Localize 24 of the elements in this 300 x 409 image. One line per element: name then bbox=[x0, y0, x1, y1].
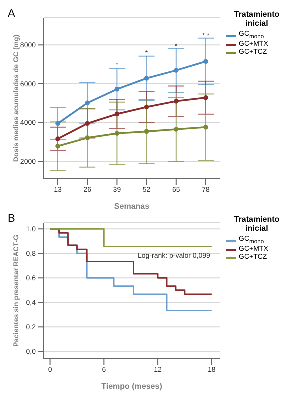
point bbox=[204, 59, 208, 64]
point bbox=[114, 86, 120, 92]
point bbox=[114, 112, 120, 117]
chart-title: B bbox=[8, 213, 16, 225]
point bbox=[144, 76, 150, 81]
x-axis-title: Semanas bbox=[114, 202, 150, 211]
point bbox=[174, 68, 179, 73]
chart-title: A bbox=[8, 8, 16, 20]
point bbox=[56, 121, 60, 126]
point bbox=[85, 136, 90, 140]
point bbox=[56, 136, 60, 142]
point bbox=[174, 127, 179, 132]
point bbox=[56, 144, 60, 149]
point bbox=[204, 125, 208, 130]
x-axis-title: Tiempo (meses) bbox=[102, 382, 163, 391]
point bbox=[204, 96, 208, 100]
point bbox=[114, 131, 120, 136]
point bbox=[85, 100, 90, 106]
legend-title: Tratamiento inicial bbox=[233, 10, 281, 28]
point bbox=[144, 129, 150, 134]
point bbox=[144, 104, 150, 110]
point bbox=[174, 99, 179, 104]
point bbox=[85, 121, 90, 126]
legend-title: Tratamiento inicial bbox=[233, 215, 281, 233]
